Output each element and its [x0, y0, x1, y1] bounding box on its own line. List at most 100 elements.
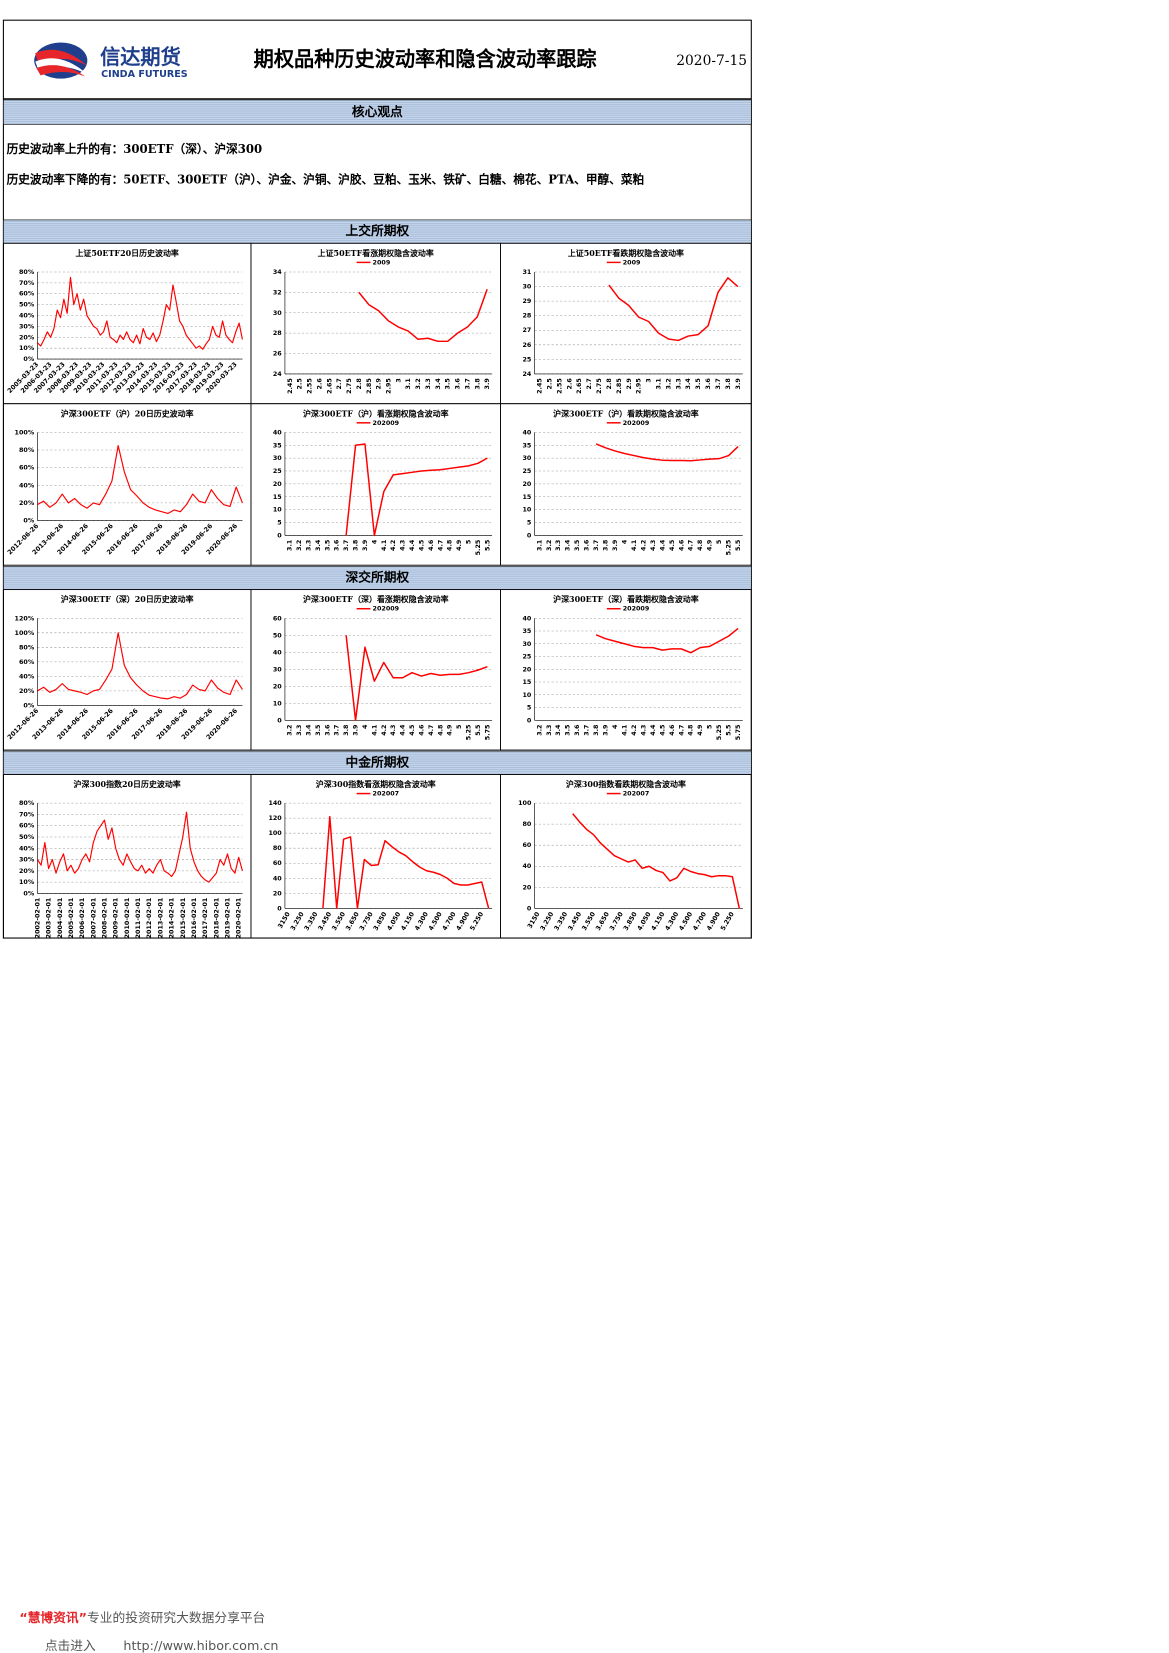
- x-tick-label: 2005-02-01: [67, 898, 75, 939]
- section-band: [3, 99, 752, 125]
- x-tick-label: 3.2: [545, 540, 553, 551]
- x-tick-label: 4.9: [706, 539, 714, 551]
- x-tick-label: 3.8: [602, 539, 610, 551]
- x-tick-label: 2012-02-01: [145, 898, 153, 939]
- y-tick-label: 0: [527, 904, 532, 912]
- y-tick-label: 10: [273, 699, 282, 707]
- y-tick-label: 60: [523, 841, 532, 849]
- y-tick-label: 27: [523, 326, 532, 334]
- y-tick-label: 50%: [19, 833, 35, 841]
- y-tick-label: 28: [523, 312, 532, 320]
- x-tick-label: 3.2: [295, 540, 303, 551]
- x-tick-label: 3.9: [483, 378, 491, 390]
- y-tick-label: 30: [523, 454, 532, 462]
- chart-title: 沪深300指数20日历史波动率: [74, 779, 181, 789]
- x-tick-label: 3.7: [714, 378, 722, 389]
- chart-title: 沪深300指数看跌期权隐含波动率: [566, 779, 686, 789]
- x-tick-label: 3.8: [342, 724, 350, 736]
- y-tick-label: 20%: [19, 499, 35, 507]
- y-tick-label: 25: [523, 653, 532, 661]
- x-tick-label: 2.8: [355, 378, 363, 390]
- series-line: [322, 815, 490, 910]
- x-tick-label: 4.3: [389, 725, 397, 736]
- y-tick-label: 0%: [23, 517, 34, 525]
- y-tick-label: 26: [523, 341, 532, 349]
- x-tick-label: 2010-02-01: [123, 898, 131, 939]
- y-tick-label: 40%: [19, 312, 35, 320]
- footer-slogan: 专业的投资研究大数据分享平台: [87, 1609, 265, 1625]
- x-tick-label: 4.1: [370, 725, 378, 736]
- x-tick-label: 4.9: [696, 724, 704, 736]
- y-tick-label: 100%: [15, 629, 35, 637]
- x-tick-label: 3.9: [352, 724, 360, 736]
- y-tick-label: 120: [268, 814, 282, 822]
- x-tick-label: 3.6: [454, 378, 462, 390]
- legend-label: 202009: [623, 605, 650, 613]
- chart-title: 沪深300ETF（深）20日历史波动率: [61, 594, 194, 604]
- y-tick-label: 50%: [19, 301, 35, 309]
- x-tick-label: 5.5: [483, 540, 491, 551]
- legend-label: 202007: [623, 790, 650, 798]
- y-tick-label: 35: [523, 627, 532, 635]
- logo-en: CINDA FUTURES: [101, 69, 188, 80]
- x-tick-label: 4.6: [417, 724, 425, 736]
- x-tick-label: 4.7: [427, 725, 435, 736]
- x-tick-label: 2.65: [325, 378, 333, 394]
- y-tick-label: 40: [523, 614, 532, 622]
- x-tick-label: 2020-02-01: [235, 898, 243, 939]
- x-tick-label: 3.9: [602, 724, 610, 736]
- x-tick-label: 4.2: [389, 540, 397, 551]
- x-tick-label: 3.6: [573, 724, 581, 736]
- report-date: 2020-7-15: [676, 53, 747, 69]
- y-tick-label: 60: [273, 614, 282, 622]
- y-tick-label: 5: [527, 704, 531, 712]
- x-tick-label: 3.6: [583, 539, 591, 551]
- x-tick-label: 2.65: [575, 378, 583, 394]
- y-tick-label: 20: [273, 682, 282, 690]
- x-tick-label: 3.6: [704, 378, 712, 390]
- y-tick-label: 60%: [19, 658, 35, 666]
- legend-label: 202007: [373, 790, 400, 798]
- x-tick-label: 4.4: [399, 724, 407, 736]
- y-tick-label: 30: [273, 454, 282, 462]
- logo: [34, 42, 88, 79]
- y-tick-label: 0: [277, 716, 282, 724]
- y-tick-label: 10: [523, 691, 532, 699]
- y-tick-label: 40%: [19, 672, 35, 680]
- y-tick-label: 40%: [19, 844, 35, 852]
- x-tick-label: 2.55: [306, 378, 314, 394]
- chart-title: 上证50ETF20日历史波动率: [75, 248, 178, 258]
- x-tick-label: 2017-02-01: [201, 898, 209, 939]
- x-tick-label: 2011-02-01: [134, 898, 142, 939]
- page-border: [2, 19, 752, 939]
- y-tick-label: 20%: [19, 867, 35, 875]
- x-tick-label: 2.6: [565, 378, 573, 390]
- x-tick-label: 3.7: [592, 540, 600, 551]
- x-tick-label: 4.2: [380, 725, 388, 736]
- series-line: [595, 627, 739, 654]
- x-tick-label: 3.2: [414, 378, 422, 389]
- y-tick-label: 40: [523, 862, 532, 870]
- legend-label: 202009: [623, 419, 650, 427]
- x-tick-label: 3.3: [424, 378, 432, 389]
- legend-label: 202009: [373, 605, 400, 613]
- logo-cn: 信达期货: [100, 45, 181, 69]
- y-tick-label: 80%: [19, 643, 35, 651]
- x-tick-label: 4.9: [446, 724, 454, 736]
- y-tick-label: 32: [273, 288, 282, 296]
- x-tick-label: 3.7: [583, 725, 591, 736]
- x-tick-label: 3.6: [323, 724, 331, 736]
- y-tick-label: 25: [523, 355, 532, 363]
- x-tick-label: 4.5: [658, 725, 666, 736]
- y-tick-label: 20%: [19, 333, 35, 341]
- y-tick-label: 26: [273, 350, 282, 358]
- x-tick-label: 2.85: [615, 378, 623, 394]
- x-tick-label: 4.6: [677, 539, 685, 551]
- x-tick-label: 2004-02-01: [56, 898, 64, 939]
- x-tick-label: 4.5: [417, 540, 425, 551]
- x-tick-label: 3.4: [564, 539, 572, 551]
- x-tick-label: 2016-02-01: [190, 898, 198, 939]
- x-tick-label: 4.4: [649, 724, 657, 736]
- y-tick-label: 30%: [19, 322, 35, 330]
- footer-brand: “慧博资讯”: [19, 1609, 87, 1625]
